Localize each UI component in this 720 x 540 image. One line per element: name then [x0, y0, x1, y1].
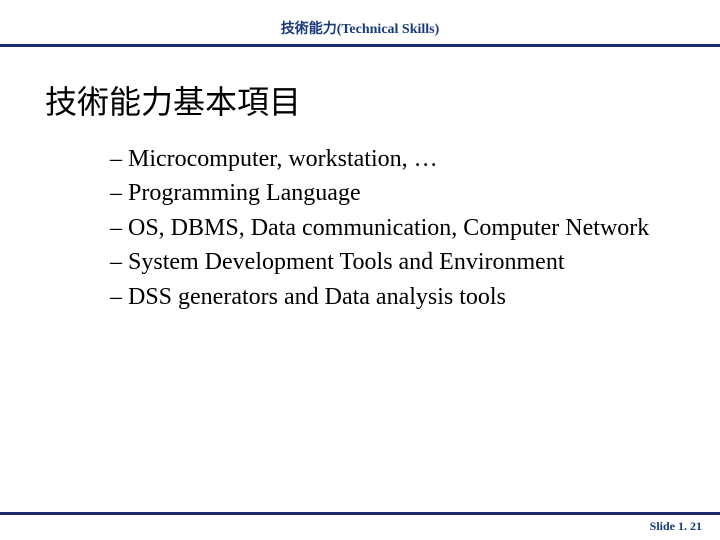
footer: Slide 1. 21: [0, 512, 720, 540]
bullet-marker: –: [110, 146, 122, 172]
bullet-marker: –: [110, 215, 122, 241]
slide-title: 技術能力基本項目: [0, 47, 720, 143]
bullet-text: OS, DBMS, Data communication, Computer N…: [128, 215, 649, 241]
bullet-marker: –: [110, 284, 122, 310]
list-item: – OS, DBMS, Data communication, Computer…: [110, 212, 680, 244]
bullet-marker: –: [110, 180, 122, 206]
bullet-list: – Microcomputer, workstation, … – Progra…: [0, 143, 720, 313]
list-item: – Microcomputer, workstation, …: [110, 143, 680, 175]
header-title: 技術能力(Technical Skills): [0, 0, 720, 44]
bullet-marker: –: [110, 249, 122, 275]
list-item: – Programming Language: [110, 177, 680, 209]
list-item: – System Development Tools and Environme…: [110, 246, 680, 278]
bullet-text: DSS generators and Data analysis tools: [128, 284, 506, 310]
bullet-text: Programming Language: [128, 180, 361, 206]
slide-number: Slide 1. 21: [0, 515, 720, 540]
bullet-text: System Development Tools and Environment: [128, 249, 565, 275]
list-item: – DSS generators and Data analysis tools: [110, 281, 680, 313]
bullet-text: Microcomputer, workstation, …: [128, 146, 438, 172]
